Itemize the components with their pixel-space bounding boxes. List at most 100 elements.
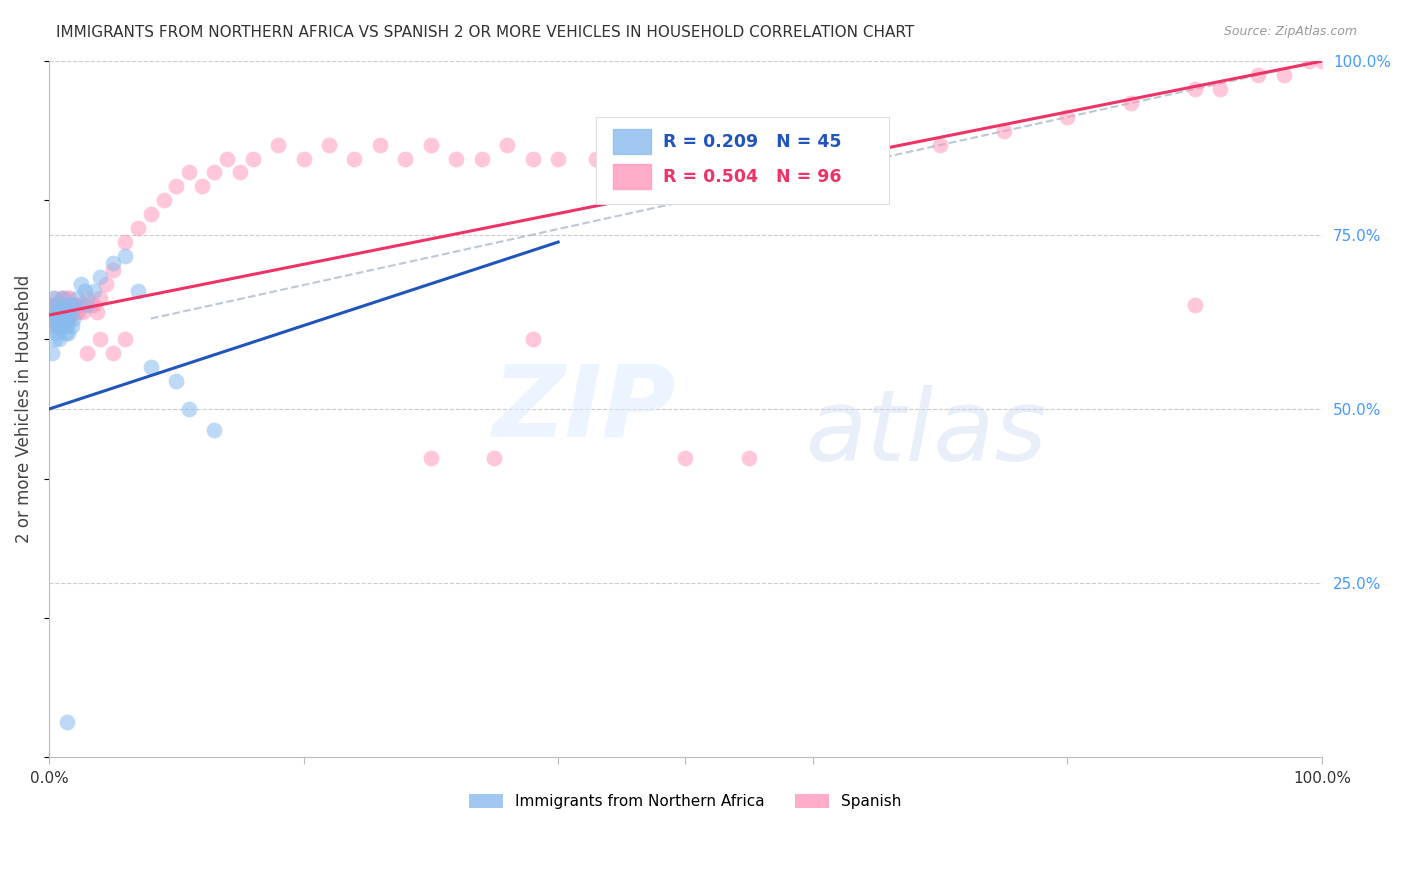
Point	[44, 333, 66, 347]
Point	[63, 298, 86, 312]
Point	[101, 263, 124, 277]
Point	[267, 137, 290, 152]
Bar	[613, 129, 651, 154]
Point	[58, 291, 80, 305]
Point	[343, 152, 366, 166]
Point	[165, 374, 187, 388]
Point	[623, 137, 645, 152]
Point	[217, 152, 239, 166]
Point	[58, 298, 80, 312]
Point	[204, 165, 226, 179]
Point	[139, 207, 162, 221]
Point	[49, 304, 72, 318]
Point	[56, 715, 79, 730]
Point	[738, 137, 761, 152]
Point	[1184, 82, 1206, 96]
Point	[80, 298, 103, 312]
Point	[55, 311, 77, 326]
Point	[46, 318, 69, 333]
Point	[56, 311, 79, 326]
Point	[49, 318, 72, 333]
Point	[51, 311, 73, 326]
Point	[67, 304, 90, 318]
Point	[53, 291, 76, 305]
Point	[72, 304, 94, 318]
Point	[65, 304, 87, 318]
Point	[56, 326, 79, 340]
Point	[83, 298, 105, 312]
Text: atlas: atlas	[807, 384, 1047, 482]
Point	[484, 450, 506, 465]
Point	[292, 152, 315, 166]
Point	[41, 346, 63, 360]
Point	[76, 291, 98, 305]
Point	[152, 194, 174, 208]
Point	[471, 152, 494, 166]
Point	[62, 311, 84, 326]
Point	[368, 137, 391, 152]
Point	[42, 318, 65, 333]
Point	[419, 450, 441, 465]
Point	[42, 318, 65, 333]
Point	[42, 304, 65, 318]
Point	[56, 298, 79, 312]
Point	[73, 284, 96, 298]
Point	[55, 326, 77, 340]
Point	[738, 450, 761, 465]
Point	[177, 165, 200, 179]
Point	[318, 137, 340, 152]
Point	[114, 235, 136, 249]
Point	[522, 333, 544, 347]
Point	[62, 304, 84, 318]
Point	[51, 311, 73, 326]
FancyBboxPatch shape	[596, 117, 889, 203]
Point	[45, 311, 67, 326]
Point	[42, 304, 65, 318]
Point	[51, 291, 73, 305]
Point	[865, 152, 887, 166]
Point	[101, 256, 124, 270]
Point	[45, 326, 67, 340]
Y-axis label: 2 or more Vehicles in Household: 2 or more Vehicles in Household	[15, 275, 32, 543]
Point	[1247, 68, 1270, 82]
Point	[45, 298, 67, 312]
Point	[1209, 82, 1232, 96]
Point	[44, 298, 66, 312]
Point	[190, 179, 212, 194]
Point	[49, 304, 72, 318]
Point	[69, 277, 91, 291]
Point	[55, 304, 77, 318]
Point	[929, 137, 952, 152]
Point	[59, 298, 82, 312]
Point	[229, 165, 252, 179]
Point	[56, 291, 79, 305]
Point	[177, 402, 200, 417]
Point	[114, 333, 136, 347]
Point	[139, 360, 162, 375]
Text: R = 0.504   N = 96: R = 0.504 N = 96	[662, 168, 841, 186]
Point	[89, 291, 111, 305]
Point	[60, 298, 83, 312]
Legend: Immigrants from Northern Africa, Spanish: Immigrants from Northern Africa, Spanish	[463, 788, 908, 815]
Point	[45, 311, 67, 326]
Point	[53, 304, 76, 318]
Point	[69, 298, 91, 312]
Point	[127, 221, 149, 235]
Point	[52, 304, 75, 318]
Point	[41, 311, 63, 326]
Point	[60, 318, 83, 333]
Point	[58, 304, 80, 318]
Point	[165, 179, 187, 194]
Point	[48, 311, 70, 326]
Point	[55, 298, 77, 312]
Point	[1272, 68, 1295, 82]
Point	[101, 346, 124, 360]
Point	[496, 137, 519, 152]
Point	[46, 304, 69, 318]
Point	[394, 152, 416, 166]
Point	[83, 284, 105, 298]
Point	[56, 318, 79, 333]
Point	[96, 277, 118, 291]
Point	[48, 333, 70, 347]
Point	[1310, 54, 1333, 69]
